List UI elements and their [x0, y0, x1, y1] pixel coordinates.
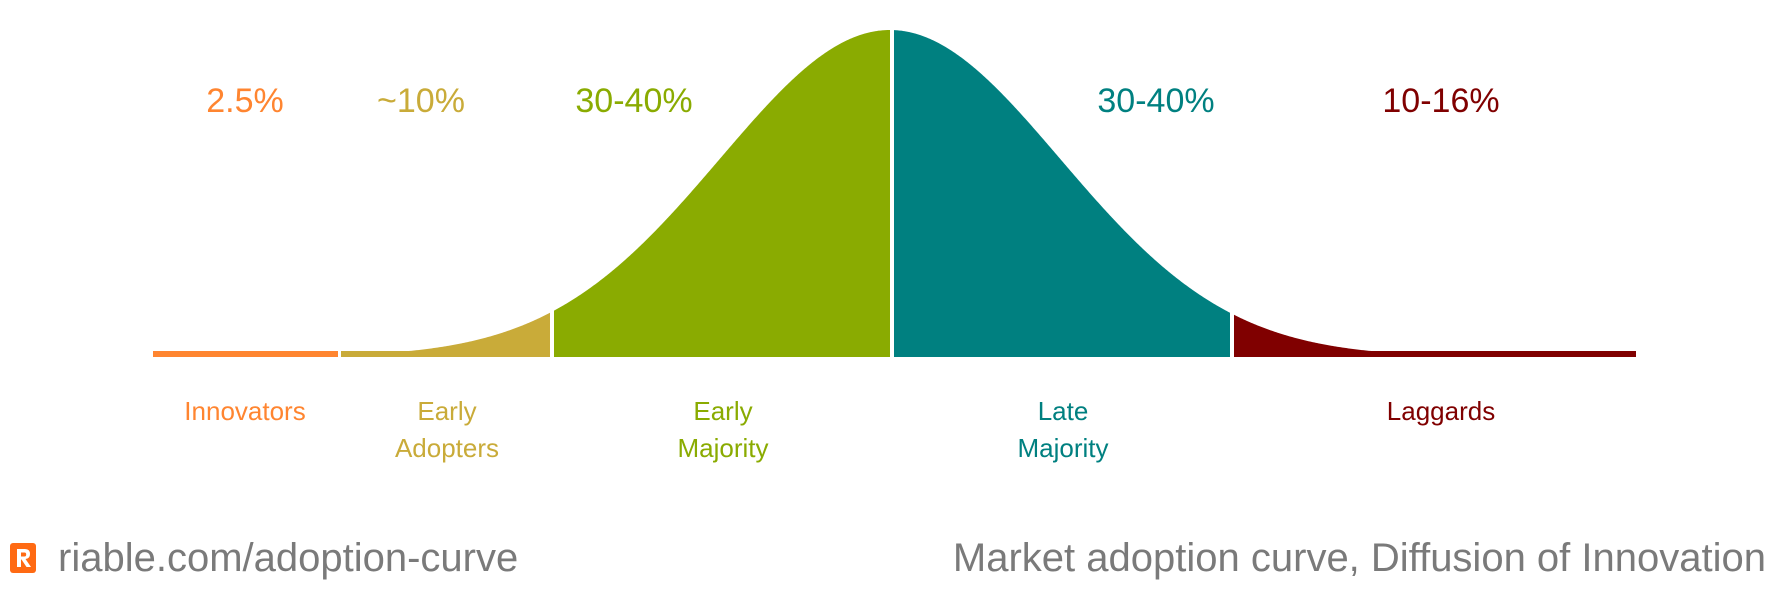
early-majority-label-line-2: Majority	[677, 433, 769, 463]
early-adopters-segment	[341, 312, 550, 357]
laggards-label: Laggards	[1387, 393, 1495, 430]
source-url-link[interactable]: riable.com/adoption-curve	[58, 535, 519, 580]
laggards-label-line-1: Laggards	[1386, 396, 1496, 426]
innovators-segment	[153, 351, 338, 357]
early-adopters-label-line-1: Early	[417, 396, 477, 426]
early-adopters-label: Early Adopters	[395, 393, 499, 467]
early-majority-segment	[554, 30, 890, 357]
footer-source: riable.com/adoption-curve	[10, 536, 518, 580]
laggards-percent: 10-16%	[1382, 82, 1500, 120]
laggards-segment	[1234, 314, 1636, 357]
riable-logo-icon	[10, 543, 36, 573]
late-majority-label: Late Majority	[1017, 393, 1108, 467]
early-majority-label: Early Majority	[677, 393, 768, 467]
late-majority-label-line-1: Late	[1037, 396, 1089, 426]
early-adopters-percent: ~10%	[377, 82, 465, 120]
figure-caption: Market adoption curve, Diffusion of Inno…	[952, 536, 1766, 580]
late-majority-percent: 30-40%	[1097, 82, 1215, 120]
innovators-percent: 2.5%	[206, 82, 284, 120]
late-majority-label-line-2: Majority	[1017, 433, 1109, 463]
early-majority-label-line-1: Early	[693, 396, 753, 426]
early-adopters-label-line-2: Adopters	[394, 433, 500, 463]
innovators-label: Innovators	[184, 393, 305, 430]
early-majority-percent: 30-40%	[575, 82, 693, 120]
late-majority-segment	[894, 30, 1230, 358]
innovators-label-line-1: Innovators	[184, 396, 306, 426]
